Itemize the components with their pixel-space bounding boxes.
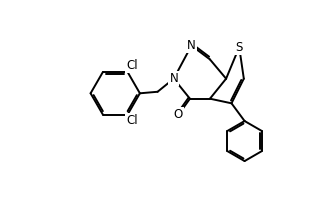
Text: Cl: Cl bbox=[126, 114, 138, 127]
Text: N: N bbox=[187, 39, 196, 52]
Text: O: O bbox=[174, 108, 183, 121]
Text: Cl: Cl bbox=[126, 59, 138, 72]
Text: S: S bbox=[236, 41, 243, 54]
Text: N: N bbox=[169, 72, 178, 85]
